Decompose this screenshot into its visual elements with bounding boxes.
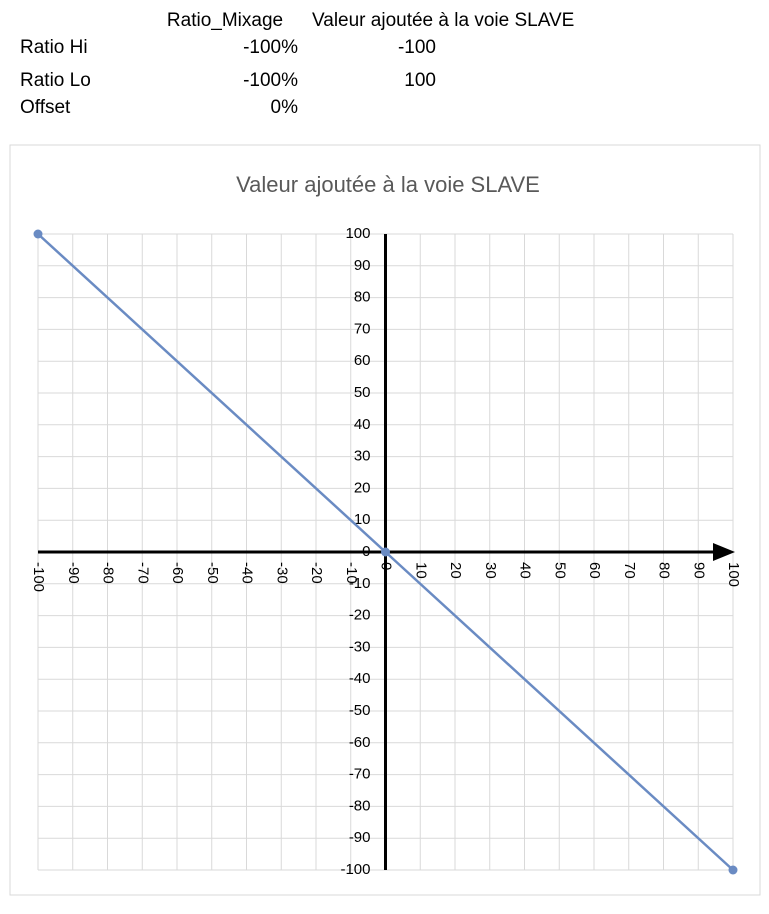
y-tick-label: 70 bbox=[354, 320, 371, 337]
table-cell: -100% bbox=[243, 37, 298, 58]
x-tick-label: -50 bbox=[204, 562, 221, 584]
table-cell: -100 bbox=[398, 37, 436, 58]
y-tick-label: -20 bbox=[349, 607, 371, 624]
table-cell: -100% bbox=[243, 70, 298, 91]
y-tick-label: 60 bbox=[354, 352, 371, 369]
y-tick-label: 40 bbox=[354, 416, 371, 433]
x-tick-label: 20 bbox=[447, 562, 464, 579]
y-tick-label: 100 bbox=[345, 225, 370, 242]
x-tick-label: 0 bbox=[378, 562, 395, 570]
x-tick-label: -30 bbox=[273, 562, 290, 584]
chart-title: Valeur ajoutée à la voie SLAVE bbox=[236, 172, 540, 197]
y-tick-label: 0 bbox=[362, 543, 370, 560]
y-tick-label: -80 bbox=[349, 797, 371, 814]
data-point bbox=[33, 229, 43, 239]
y-tick-label: 50 bbox=[354, 384, 371, 401]
y-tick-label: -40 bbox=[349, 670, 371, 687]
y-tick-label: 20 bbox=[354, 479, 371, 496]
y-tick-label: -100 bbox=[340, 861, 370, 878]
x-tick-label: -10 bbox=[343, 562, 360, 584]
y-tick-label: -30 bbox=[349, 638, 371, 655]
y-tick-label: 80 bbox=[354, 289, 371, 306]
y-tick-label: -70 bbox=[349, 766, 371, 783]
x-tick-label: 80 bbox=[656, 562, 673, 579]
x-tick-label: -90 bbox=[65, 562, 82, 584]
x-tick-label: 30 bbox=[482, 562, 499, 579]
y-tick-label: -10 bbox=[349, 575, 371, 592]
table-cell: Offset bbox=[20, 97, 71, 118]
x-tick-label: -40 bbox=[239, 562, 256, 584]
data-point bbox=[728, 865, 738, 875]
table-cell: Ratio Lo bbox=[20, 70, 91, 91]
x-tick-label: 40 bbox=[517, 562, 534, 579]
x-tick-label: -70 bbox=[134, 562, 151, 584]
x-tick-label: -20 bbox=[308, 562, 325, 584]
x-tick-label: 50 bbox=[551, 562, 568, 579]
x-axis-arrow bbox=[713, 543, 735, 561]
x-tick-label: 100 bbox=[725, 562, 742, 587]
x-tick-label: 90 bbox=[690, 562, 707, 579]
x-tick-label: 60 bbox=[586, 562, 603, 579]
table-cell: Ratio Hi bbox=[20, 37, 88, 58]
x-tick-label: 10 bbox=[412, 562, 429, 579]
x-tick-label: -100 bbox=[30, 562, 47, 592]
table-header: Valeur ajoutée à la voie SLAVE bbox=[312, 10, 574, 31]
y-tick-label: -90 bbox=[349, 829, 371, 846]
x-tick-label: -60 bbox=[169, 562, 186, 584]
table-header: Ratio_Mixage bbox=[167, 10, 283, 31]
table-cell: 100 bbox=[404, 70, 436, 91]
table-cell: 0% bbox=[271, 97, 299, 118]
y-tick-label: 90 bbox=[354, 257, 371, 274]
y-tick-label: -60 bbox=[349, 734, 371, 751]
x-tick-label: 70 bbox=[621, 562, 638, 579]
y-tick-label: 30 bbox=[354, 448, 371, 465]
x-tick-label: -80 bbox=[100, 562, 117, 584]
y-tick-label: -50 bbox=[349, 702, 371, 719]
y-tick-label: 10 bbox=[354, 511, 371, 528]
data-point bbox=[381, 547, 390, 557]
